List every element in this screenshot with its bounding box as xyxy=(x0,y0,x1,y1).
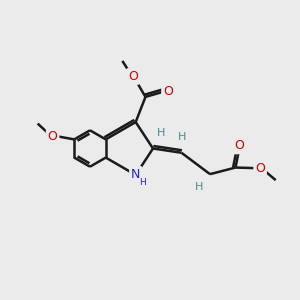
Text: O: O xyxy=(163,85,173,98)
Text: H: H xyxy=(195,182,204,192)
Text: O: O xyxy=(234,140,244,152)
Text: O: O xyxy=(48,130,58,143)
Text: O: O xyxy=(128,70,138,83)
Text: H: H xyxy=(139,178,146,187)
Text: H: H xyxy=(157,128,166,138)
Text: N: N xyxy=(131,168,140,181)
Text: O: O xyxy=(255,162,265,175)
Text: H: H xyxy=(178,132,187,142)
